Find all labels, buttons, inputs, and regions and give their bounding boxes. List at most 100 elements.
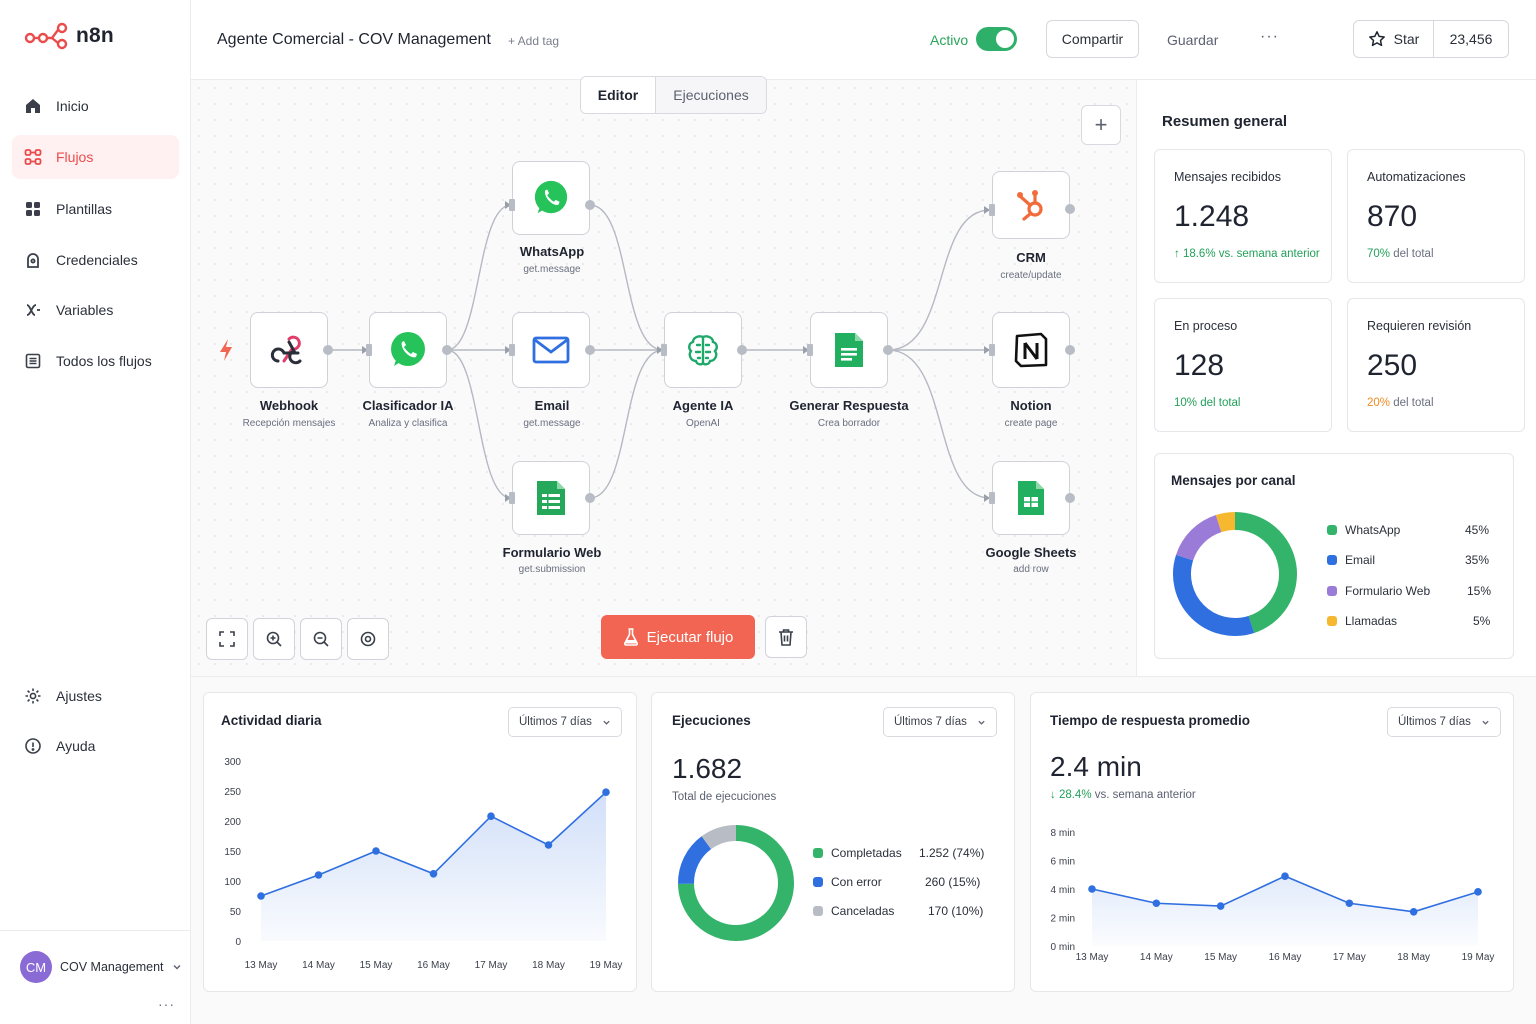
node-output-handle[interactable] (585, 345, 595, 355)
fit-view-button[interactable] (206, 618, 248, 660)
legend-swatch (813, 877, 823, 887)
sidebar-item-credenciales[interactable]: Credenciales (12, 238, 179, 282)
workflow-canvas[interactable]: Editor Ejecuciones + (191, 76, 1137, 676)
node-formulario[interactable] (512, 461, 590, 535)
node-sub: get.message (523, 418, 581, 429)
add-node-button[interactable]: + (1081, 105, 1121, 145)
legend-swatch (1327, 616, 1337, 626)
target-icon (360, 631, 376, 647)
delete-button[interactable] (765, 616, 807, 658)
node-generar-respuesta[interactable] (810, 312, 888, 388)
sidebar-item-label: Todos los flujos (56, 353, 152, 369)
x-tick-label: 13 May (1076, 952, 1109, 963)
sidebar-item-plantillas[interactable]: Plantillas (12, 187, 179, 231)
node-output-handle[interactable] (1065, 345, 1075, 355)
node-output-handle[interactable] (883, 345, 893, 355)
change-highlight: ↓ 28.4% (1050, 789, 1092, 801)
node-label: CRM (1016, 250, 1046, 265)
n8n-logo[interactable]: n8n (24, 22, 114, 50)
legend-swatch (813, 906, 823, 916)
star-button[interactable]: Star (1354, 21, 1434, 57)
sidebar-item-inicio[interactable]: Inicio (12, 84, 179, 128)
executions-range-select[interactable]: Últimos 7 días (883, 707, 997, 737)
legend-label: Llamadas (1345, 614, 1398, 628)
node-crm[interactable] (992, 171, 1070, 239)
executions-total-label: Total de ejecuciones (672, 791, 777, 803)
node-email[interactable] (512, 312, 590, 388)
legend-value: 45% (1465, 523, 1490, 537)
donut-slice (701, 825, 737, 850)
save-button[interactable]: Guardar (1167, 32, 1219, 48)
node-input-handle (509, 492, 515, 504)
response-time-card: Tiempo de respuesta promedio Últimos 7 d… (1030, 692, 1514, 992)
legend-label: Canceladas (831, 904, 895, 918)
zoom-out-button[interactable] (300, 618, 342, 660)
more-menu-button[interactable]: ··· (1260, 28, 1279, 45)
node-agente-ia[interactable] (664, 312, 742, 388)
add-tag-button[interactable]: + Add tag (508, 34, 560, 48)
x-tick-label: 13 May (245, 960, 278, 971)
stat-note: ↑ 18.6% vs. semana anterior (1174, 248, 1320, 260)
legend-item: Canceladas (813, 904, 894, 918)
node-webhook[interactable] (250, 312, 328, 388)
y-tick-label: 8 min (1051, 828, 1075, 839)
run-workflow-button[interactable]: Ejecutar flujo (601, 615, 755, 659)
active-toggle[interactable] (976, 27, 1017, 51)
run-button-label: Ejecutar flujo (646, 628, 734, 646)
sidebar-item-label: Variables (56, 302, 114, 318)
reset-zoom-button[interactable] (347, 618, 389, 660)
node-sub: Crea borrador (817, 418, 881, 429)
node-output-handle[interactable] (1065, 493, 1075, 503)
node-sub: add row (1013, 564, 1049, 575)
stat-value: 250 (1367, 349, 1418, 382)
legend-value: 35% (1465, 553, 1490, 567)
node-sub: create page (1004, 418, 1058, 429)
node-sub: create/update (1000, 270, 1062, 281)
response-range-select[interactable]: Últimos 7 días (1387, 707, 1501, 737)
node-output-handle[interactable] (585, 200, 595, 210)
workflow-title[interactable]: Agente Comercial - COV Management (217, 31, 491, 48)
sidebar-item-label: Plantillas (56, 201, 113, 217)
data-point (1474, 888, 1482, 896)
tab-editor[interactable]: Editor (581, 77, 656, 113)
share-button[interactable]: Compartir (1046, 20, 1139, 58)
star-label: Star (1393, 31, 1420, 47)
tab-ejecuciones[interactable]: Ejecuciones (656, 77, 766, 113)
webhook-icon (270, 335, 302, 365)
legend-label: Email (1345, 553, 1376, 567)
sidebar: n8n Inicio Flujos Plantillas Credenciale… (0, 0, 191, 1024)
node-whatsapp[interactable] (512, 161, 590, 235)
y-tick-label: 4 min (1051, 885, 1075, 896)
node-clasificador[interactable] (369, 312, 447, 388)
area-fill (261, 792, 606, 941)
node-google-sheets[interactable] (992, 461, 1070, 535)
legend-label: WhatsApp (1345, 523, 1401, 537)
x-tick-label: 14 May (1140, 952, 1173, 963)
zoom-in-button[interactable] (253, 618, 295, 660)
node-output-handle[interactable] (585, 493, 595, 503)
sidebar-item-flujos[interactable]: Flujos (12, 135, 179, 179)
help-icon (24, 737, 42, 755)
activity-card: Actividad diaria Últimos 7 días 300 250 20… (203, 692, 637, 992)
x-tick-label: 15 May (360, 960, 393, 971)
node-output-handle[interactable] (323, 345, 333, 355)
legend-swatch (1327, 586, 1337, 596)
sidebar-item-variables[interactable]: Variables (12, 288, 179, 332)
stat-label: En proceso (1174, 319, 1238, 333)
activity-range-select[interactable]: Últimos 7 días (508, 707, 622, 737)
node-output-handle[interactable] (442, 345, 452, 355)
select-value: Últimos 7 días (894, 716, 967, 728)
legend-item: Con error (813, 875, 882, 889)
legend-label: Con error (831, 875, 882, 889)
node-notion[interactable] (992, 312, 1070, 388)
sidebar-item-ajustes[interactable]: Ajustes (12, 674, 179, 718)
node-output-handle[interactable] (1065, 204, 1075, 214)
sidebar-item-todos[interactable]: Todos los flujos (12, 339, 179, 383)
legend-label: Completadas (831, 846, 902, 860)
legend-swatch (813, 848, 823, 858)
node-output-handle[interactable] (737, 345, 747, 355)
user-menu[interactable]: CM COV Management (20, 951, 182, 983)
more-options-icon[interactable]: ··· (158, 996, 175, 1012)
sidebar-item-ayuda[interactable]: Ayuda (12, 724, 179, 768)
sidebar-item-label: Ayuda (56, 738, 96, 754)
